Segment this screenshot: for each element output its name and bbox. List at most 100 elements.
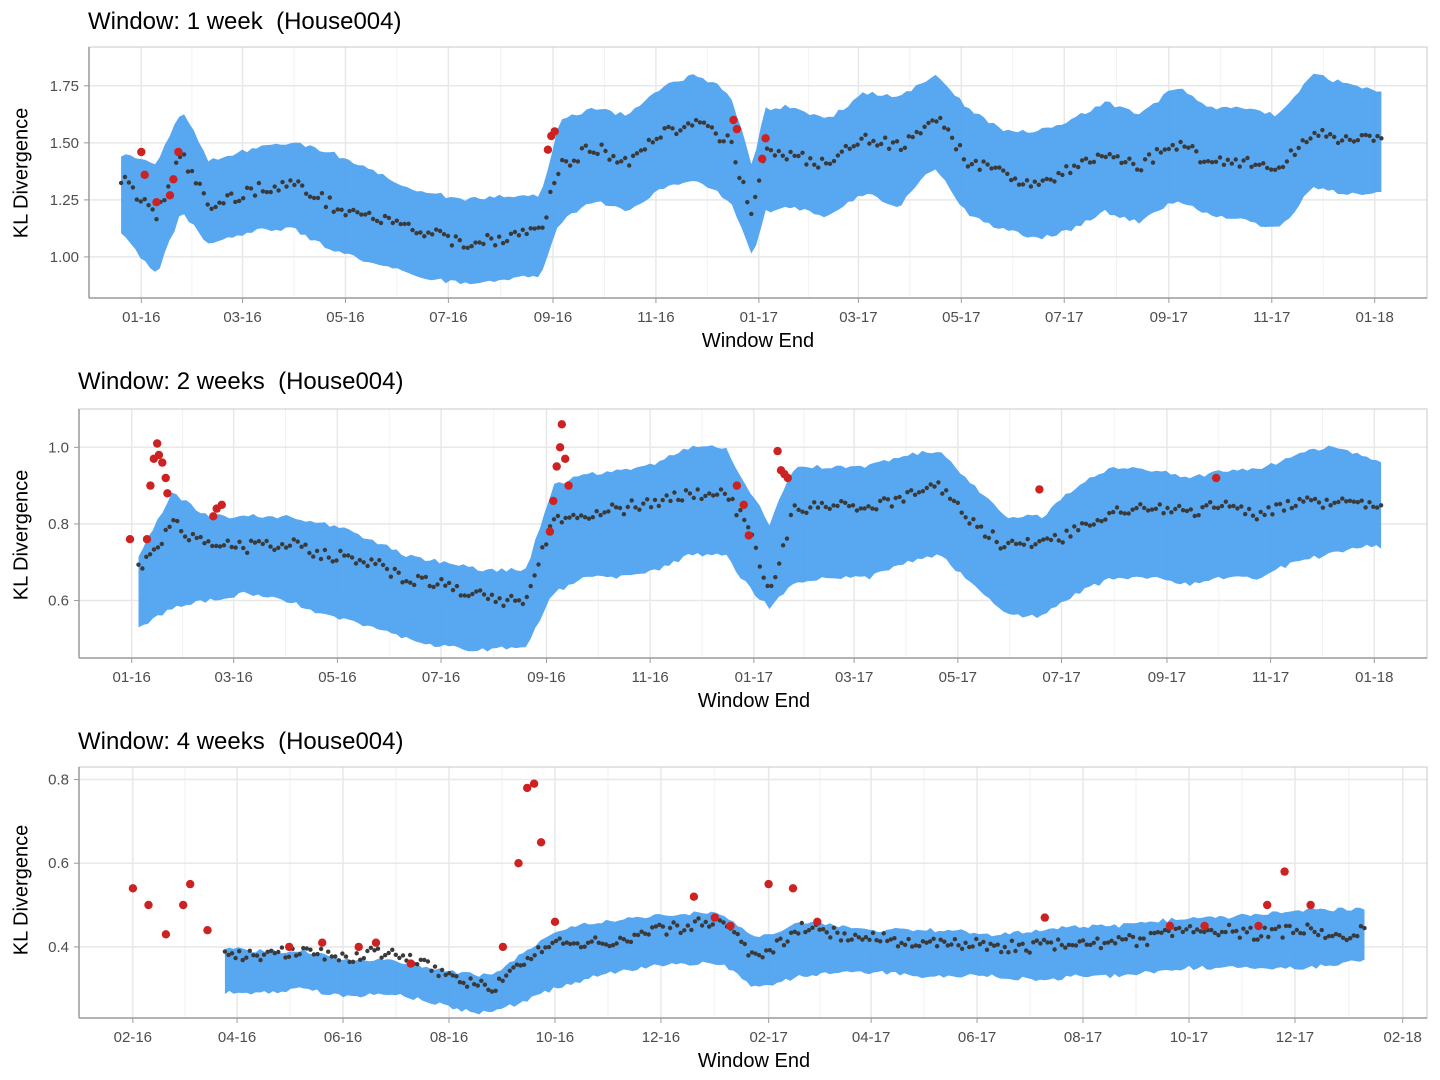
data-point — [1246, 506, 1252, 512]
data-point — [140, 566, 145, 571]
data-point — [469, 244, 474, 249]
data-point — [1021, 542, 1027, 547]
data-point — [1068, 534, 1073, 539]
data-point — [182, 534, 188, 539]
data-point — [1166, 146, 1172, 152]
data-point — [1145, 508, 1151, 513]
data-point — [862, 506, 867, 511]
data-point — [1343, 134, 1349, 139]
data-point — [931, 936, 936, 941]
data-point — [295, 539, 300, 544]
data-point — [1332, 500, 1337, 505]
data-point — [1248, 925, 1253, 930]
data-point — [1378, 503, 1384, 508]
data-point — [745, 200, 750, 205]
data-point — [1204, 503, 1209, 508]
data-point — [1375, 505, 1380, 510]
data-point — [898, 147, 904, 153]
data-point — [1215, 505, 1221, 511]
data-point — [1083, 521, 1089, 526]
data-point — [1153, 506, 1159, 511]
data-point — [1020, 182, 1026, 187]
data-point — [237, 539, 242, 544]
data-point — [225, 193, 230, 198]
anomaly-point — [142, 535, 152, 544]
data-point — [593, 935, 598, 940]
data-point — [470, 591, 475, 597]
data-point — [623, 155, 628, 161]
data-point — [808, 505, 813, 510]
data-point — [867, 141, 872, 146]
data-point — [454, 583, 460, 589]
anomaly-point — [1165, 921, 1175, 931]
data-point — [432, 964, 438, 969]
data-point — [1016, 942, 1022, 947]
data-point — [1091, 940, 1097, 945]
data-point — [206, 539, 211, 544]
data-point — [1064, 528, 1069, 533]
data-point — [370, 216, 376, 222]
anomaly-point — [549, 496, 558, 506]
data-point — [272, 184, 277, 189]
data-point — [598, 513, 603, 518]
data-point — [532, 226, 537, 231]
data-point — [660, 497, 665, 503]
data-point — [382, 213, 388, 219]
data-point — [1255, 937, 1260, 942]
data-point — [546, 944, 552, 950]
data-point — [1339, 138, 1345, 143]
data-point — [1187, 924, 1193, 929]
data-point — [318, 946, 324, 952]
x-tick-label: 02-16 — [114, 1029, 152, 1046]
data-point — [412, 582, 417, 588]
data-point — [280, 542, 285, 547]
data-point — [870, 506, 875, 511]
x-axis-label: Window End — [697, 1050, 811, 1072]
data-point — [843, 500, 848, 505]
data-point — [260, 541, 265, 547]
data-point — [1276, 165, 1282, 170]
x-tick-label: 03-17 — [835, 669, 873, 686]
data-point — [955, 500, 960, 505]
data-point — [240, 957, 245, 963]
data-point — [682, 124, 687, 130]
data-point — [1363, 132, 1368, 138]
data-point — [1223, 499, 1229, 504]
data-point — [967, 521, 972, 526]
data-point — [497, 234, 502, 239]
data-point — [248, 186, 254, 191]
data-point — [760, 955, 765, 960]
data-point — [1033, 542, 1038, 547]
data-point — [1023, 948, 1029, 953]
data-point — [1336, 499, 1341, 505]
y-tick-label: 0.8 — [48, 516, 69, 533]
data-point — [1319, 927, 1324, 933]
data-point — [863, 935, 869, 940]
data-point — [1142, 505, 1147, 511]
data-point — [656, 503, 661, 509]
data-point — [407, 952, 413, 958]
data-point — [986, 535, 992, 541]
data-point — [920, 939, 926, 944]
data-point — [785, 939, 790, 944]
data-point — [703, 919, 708, 925]
data-point — [711, 493, 716, 498]
data-point — [1107, 152, 1112, 157]
data-point — [901, 499, 906, 504]
data-point — [713, 131, 718, 136]
data-point — [757, 564, 762, 569]
data-point — [1079, 521, 1085, 526]
data-point — [1324, 497, 1329, 502]
anomaly-point — [153, 439, 162, 448]
data-point — [521, 962, 527, 967]
x-tick-label: 01-17 — [740, 309, 778, 326]
data-point — [648, 505, 654, 510]
data-point — [474, 589, 479, 594]
data-point — [256, 539, 262, 544]
data-point — [729, 139, 734, 145]
data-point — [749, 211, 754, 217]
data-point — [1250, 513, 1256, 518]
data-point — [384, 566, 390, 572]
data-point — [481, 241, 486, 247]
data-point — [583, 143, 588, 148]
